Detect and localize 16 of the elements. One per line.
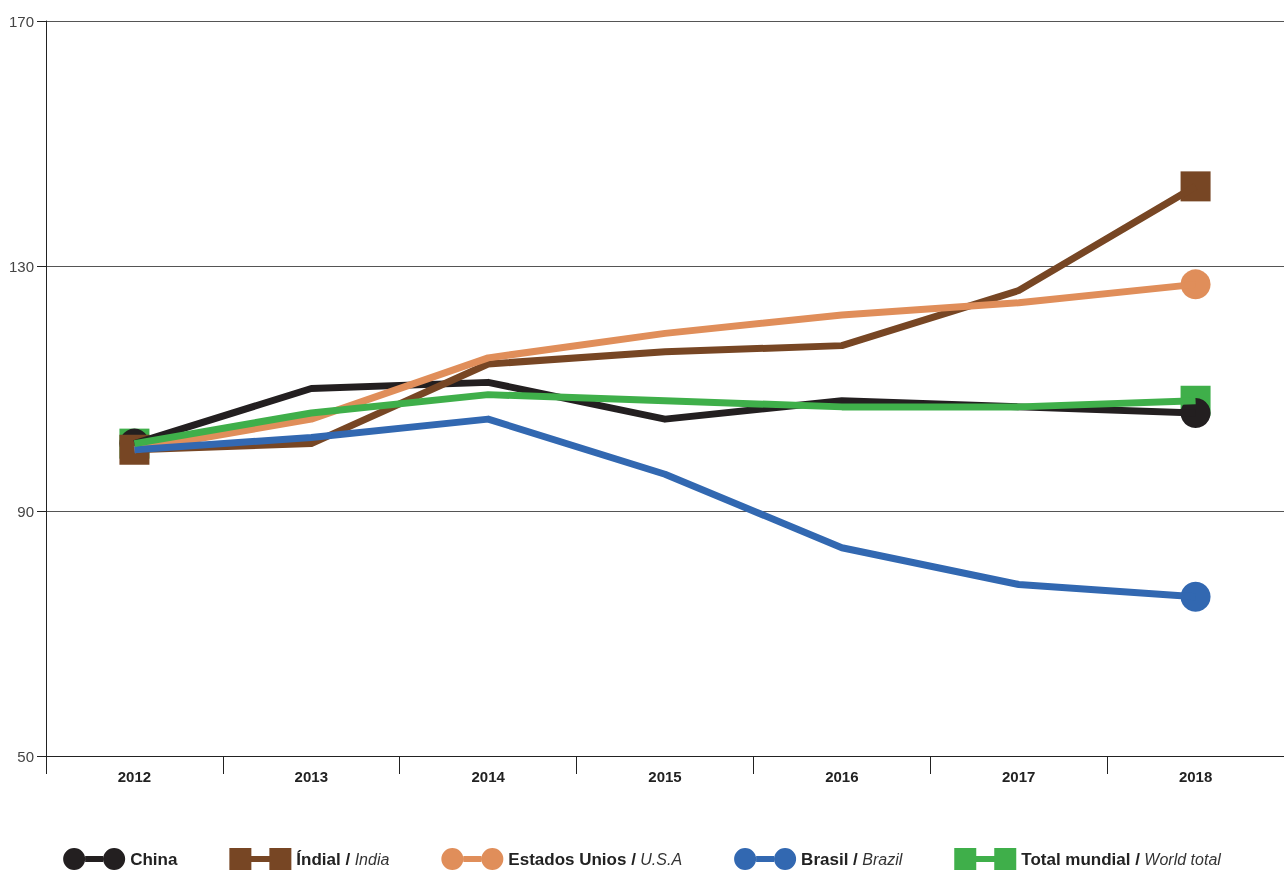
legend-label: China [130, 849, 178, 869]
x-tick-label: 2012 [117, 768, 152, 785]
x-tick-label: 2018 [1178, 768, 1213, 785]
legend-label: Índial / India [296, 849, 390, 869]
y-tick-label: 130 [8, 257, 34, 275]
y-tick-label: 170 [8, 12, 34, 30]
legend-label: Estados Unios / U.S.A [508, 849, 683, 869]
y-tick-label: 50 [17, 747, 34, 765]
x-tick-label: 2013 [294, 768, 328, 785]
x-tick-label: 2017 [1002, 768, 1036, 785]
legend-label: Brasil / Brazil [801, 849, 903, 869]
y-tick-label: 90 [17, 502, 34, 520]
legend-label: Total mundial / World total [1021, 849, 1222, 869]
x-tick-label: 2016 [825, 768, 859, 785]
x-tick-label: 2014 [471, 768, 506, 785]
x-tick-label: 2015 [648, 768, 682, 785]
